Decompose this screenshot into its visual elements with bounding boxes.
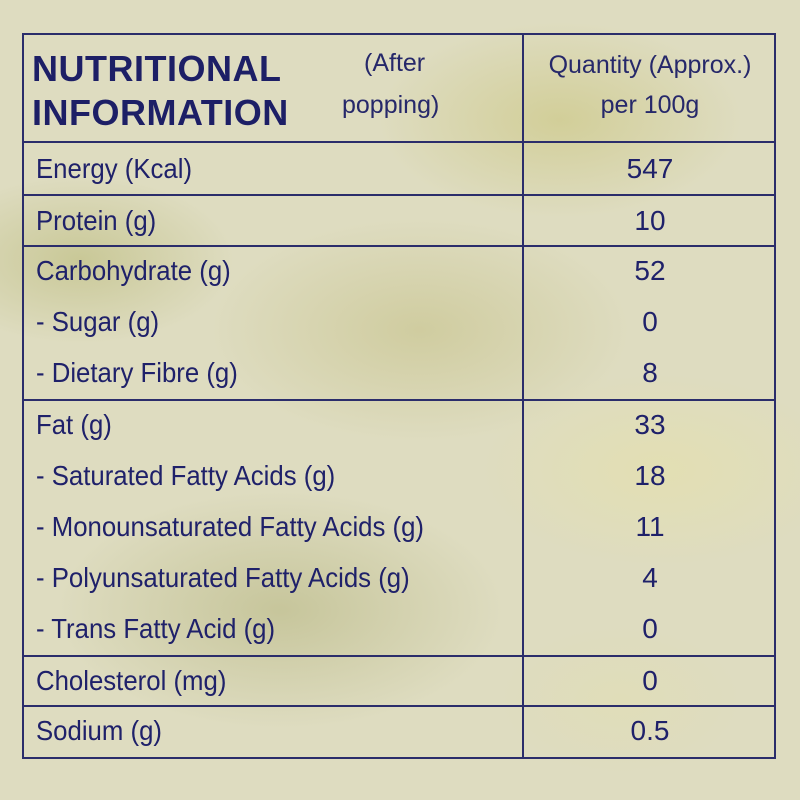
nutrient-value: 547 [626, 153, 674, 184]
row-rule [24, 705, 774, 707]
row-rule [24, 194, 774, 196]
table-title-line1: NUTRITIONAL [32, 48, 282, 89]
row-rule [24, 655, 774, 657]
nutrient-name: Sodium (g) [36, 715, 162, 746]
header-rule [24, 141, 774, 143]
nutrient-value: 0 [642, 306, 658, 337]
row-rule [24, 399, 774, 401]
nutrient-name: - Polyunsaturated Fatty Acids (g) [36, 562, 410, 593]
nutrient-value: 0 [642, 613, 658, 644]
nutrient-value: 10 [634, 205, 666, 236]
header-note-line1: (After [364, 49, 426, 77]
nutrient-name: Fat (g) [36, 409, 112, 440]
nutrient-name: - Dietary Fibre (g) [36, 357, 238, 388]
nutrient-value: 0.5 [630, 715, 670, 746]
table-title-line2: INFORMATION [32, 92, 289, 133]
nutrition-table: NUTRITIONAL INFORMATION (After popping) … [22, 33, 776, 759]
nutrient-value: 11 [635, 511, 665, 542]
row-rule [24, 245, 774, 247]
header-note-line2: popping) [342, 91, 440, 119]
nutrient-name: Protein (g) [36, 205, 157, 236]
nutrient-name: - Saturated Fatty Acids (g) [36, 460, 336, 491]
column-divider [522, 35, 524, 757]
nutrient-value: 18 [634, 460, 666, 491]
nutrient-name: - Monounsaturated Fatty Acids (g) [36, 511, 425, 542]
nutrient-value: 0 [642, 665, 658, 696]
nutrient-value: 33 [634, 409, 666, 440]
nutrient-value: 52 [634, 255, 666, 286]
nutrient-name: Energy (Kcal) [36, 153, 193, 184]
nutrient-name: - Trans Fatty Acid (g) [36, 613, 276, 644]
nutrient-name: Cholesterol (mg) [36, 665, 227, 696]
quantity-header-line1: Quantity (Approx.) [548, 51, 752, 79]
nutrient-name: - Sugar (g) [36, 306, 160, 337]
nutrient-value: 4 [642, 562, 658, 593]
nutrient-value: 8 [642, 357, 658, 388]
nutrient-name: Carbohydrate (g) [36, 255, 231, 286]
quantity-header-line2: per 100g [600, 91, 700, 119]
